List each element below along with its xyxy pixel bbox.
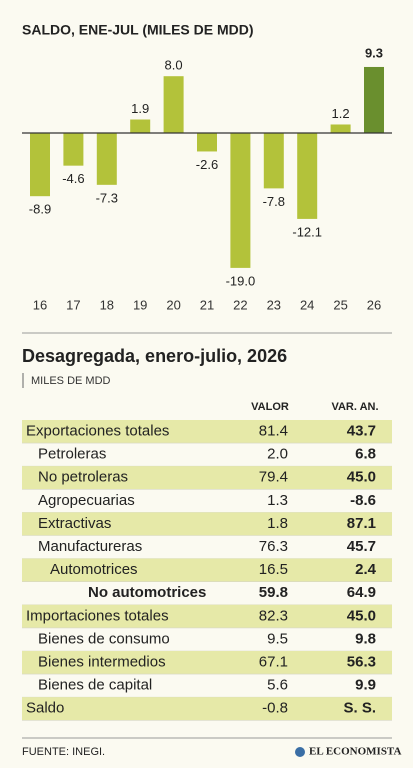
row-change: 45.0 — [347, 469, 376, 486]
value-label: -7.3 — [96, 190, 118, 205]
x-tick-label: 16 — [33, 297, 47, 312]
value-label: 1.9 — [131, 101, 149, 116]
value-label: -8.9 — [29, 202, 51, 217]
x-tick-label: 20 — [166, 297, 180, 312]
x-tick-label: 22 — [233, 297, 247, 312]
value-label: 9.3 — [365, 45, 383, 60]
row-change: 9.9 — [355, 677, 376, 694]
value-label: -19.0 — [226, 273, 256, 288]
bar — [163, 76, 184, 133]
x-tick-label: 21 — [200, 297, 214, 312]
row-value: 1.8 — [267, 515, 288, 532]
row-change: 6.8 — [355, 446, 376, 463]
row-label: Importaciones totales — [26, 607, 169, 624]
value-label: 8.0 — [165, 58, 183, 73]
row-shade — [22, 697, 392, 721]
row-change: 43.7 — [347, 423, 376, 440]
row-value: 1.3 — [267, 492, 288, 509]
row-shade — [22, 512, 392, 536]
logo-icon — [295, 747, 305, 757]
x-tick-label: 17 — [66, 297, 80, 312]
row-change: 64.9 — [347, 584, 376, 601]
value-label: -4.6 — [62, 171, 84, 186]
source: FUENTE: INEGI. — [22, 746, 105, 758]
row-change: 45.0 — [347, 607, 376, 624]
bar — [330, 124, 351, 133]
row-value: 81.4 — [259, 423, 288, 440]
row-value: 76.3 — [259, 538, 288, 555]
row-shade — [22, 466, 392, 490]
row-value: 9.5 — [267, 630, 288, 647]
row-label: Automotrices — [50, 561, 138, 578]
bar — [63, 133, 84, 166]
x-tick-label: 25 — [333, 297, 347, 312]
table-title: Desagregada, enero-julio, 2026 — [22, 346, 287, 366]
value-label: -2.6 — [196, 157, 218, 172]
row-value: 59.8 — [259, 584, 288, 601]
row-label: Exportaciones totales — [26, 423, 169, 440]
row-value: 82.3 — [259, 607, 288, 624]
value-label: -7.8 — [263, 194, 285, 209]
bar — [230, 133, 251, 268]
row-label: Petroleras — [38, 446, 106, 463]
x-tick-label: 26 — [367, 297, 381, 312]
x-tick-label: 24 — [300, 297, 314, 312]
row-shade — [22, 604, 392, 628]
row-shade — [22, 651, 392, 675]
row-label: Bienes de consumo — [38, 630, 170, 647]
row-change: -8.6 — [350, 492, 376, 509]
column-header: VALOR — [251, 401, 289, 413]
row-value: 2.0 — [267, 446, 288, 463]
value-label: 1.2 — [332, 106, 350, 121]
row-value: 16.5 — [259, 561, 288, 578]
value-label: -12.1 — [292, 224, 322, 239]
row-label: Bienes intermedios — [38, 654, 166, 671]
row-value: 79.4 — [259, 469, 288, 486]
row-value: -0.8 — [262, 700, 288, 717]
row-label: No petroleras — [38, 469, 128, 486]
row-change: 9.8 — [355, 630, 376, 647]
row-value: 67.1 — [259, 654, 288, 671]
bar — [263, 133, 284, 189]
row-shade — [22, 558, 392, 582]
row-change: S. S. — [343, 700, 376, 717]
row-label: Bienes de capital — [38, 677, 152, 694]
table-subtitle: MILES DE MDD — [31, 375, 111, 387]
bar — [297, 133, 318, 219]
bar — [130, 119, 151, 133]
bar — [96, 133, 117, 185]
bar — [30, 133, 50, 197]
row-label: Manufactureras — [38, 538, 142, 555]
row-label: Saldo — [26, 700, 64, 717]
x-tick-label: 19 — [133, 297, 147, 312]
row-change: 2.4 — [355, 561, 377, 578]
row-label: Extractivas — [38, 515, 111, 532]
row-change: 56.3 — [347, 654, 376, 671]
column-header: VAR. AN. — [331, 401, 378, 413]
bar — [364, 66, 384, 133]
row-label: Agropecuarias — [38, 492, 135, 509]
bar — [197, 133, 217, 152]
x-tick-label: 23 — [267, 297, 281, 312]
row-shade — [22, 420, 392, 444]
x-tick-label: 18 — [100, 297, 114, 312]
row-change: 45.7 — [347, 538, 376, 555]
row-change: 87.1 — [347, 515, 376, 532]
logo: EL ECONOMISTA — [309, 746, 401, 758]
chart-title: SALDO, ENE-JUL (MILES DE MDD) — [22, 22, 254, 38]
row-value: 5.6 — [267, 677, 288, 694]
row-label: No automotrices — [88, 584, 206, 601]
